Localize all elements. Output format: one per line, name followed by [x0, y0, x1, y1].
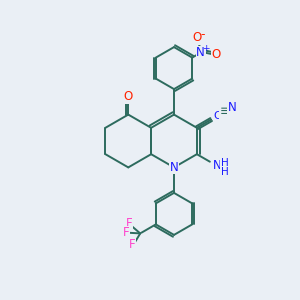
Text: F: F	[125, 217, 132, 230]
Text: C: C	[214, 111, 221, 121]
Text: -: -	[200, 28, 205, 40]
Text: N: N	[169, 161, 178, 174]
Text: F: F	[128, 238, 135, 251]
Text: N: N	[213, 159, 221, 172]
Text: ≡: ≡	[219, 105, 230, 118]
Text: N: N	[228, 101, 236, 114]
Text: +: +	[202, 44, 210, 53]
Text: F: F	[122, 226, 129, 239]
Text: O: O	[212, 48, 221, 61]
Text: N: N	[196, 46, 205, 59]
Text: O: O	[193, 31, 202, 44]
Text: O: O	[124, 90, 133, 103]
Text: H: H	[221, 158, 229, 168]
Text: H: H	[221, 167, 229, 177]
